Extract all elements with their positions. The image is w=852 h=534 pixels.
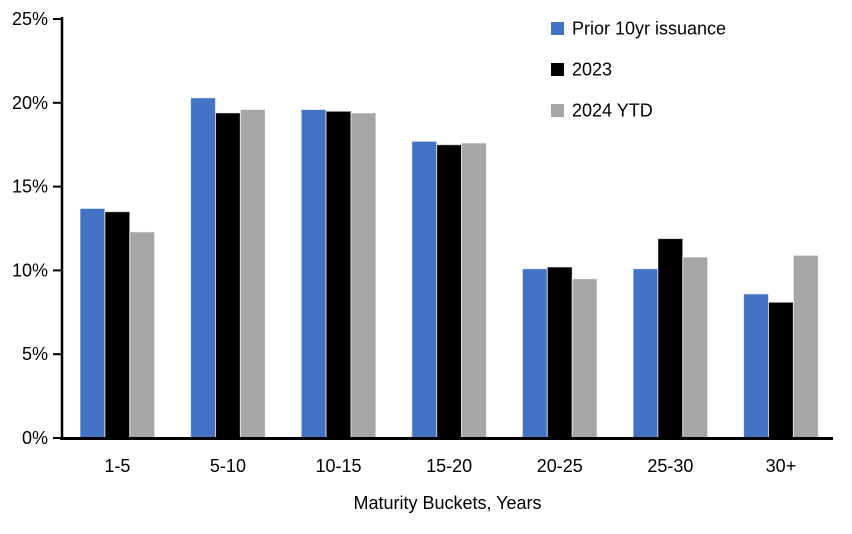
legend-swatch-2024-ytd [551,104,564,117]
bar-prior-10yr-issuance-5-10 [190,97,217,439]
legend-item-prior-10yr-issuance: Prior 10yr issuance [551,19,726,39]
bar-prior-10yr-issuance-25-30 [632,268,659,439]
x-axis-category-label: 30+ [766,456,797,476]
bar-prior-10yr-issuance-10-15 [300,109,327,439]
bar-2023-25-30 [657,238,684,439]
bar-2023-20-25 [546,266,573,439]
y-axis-tick-label: 0% [22,428,48,448]
bar-2023-30 [768,301,794,439]
y-axis-tick-label: 5% [22,344,48,364]
legend-label-prior-10yr-issuance: Prior 10yr issuance [572,19,726,39]
x-axis-category-label: 20-25 [537,456,583,476]
x-axis-title: Maturity Buckets, Years [353,493,541,513]
x-axis-category-label: 1-5 [104,456,130,476]
y-axis-tick-label: 15% [12,177,48,197]
legend-item-2023: 2023 [551,60,612,80]
bar-2024-ytd-25-30 [682,256,709,439]
bar-2024-ytd-30 [792,254,819,439]
legend-label-2023: 2023 [572,60,612,80]
bar-2023-5-10 [215,112,241,439]
legend-item-2024-ytd: 2024 YTD [551,101,653,121]
x-axis-category-label: 25-30 [647,456,693,476]
bar-prior-10yr-issuance-1-5 [79,207,106,439]
x-axis-category-label: 5-10 [210,456,246,476]
legend-swatch-prior-10yr-issuance [551,22,564,35]
bar-2023-15-20 [436,144,463,439]
bar-2024-ytd-20-25 [571,278,598,439]
bar-2024-ytd-1-5 [129,231,156,439]
y-axis-tick-label: 25% [12,9,48,29]
legend-label-2024-ytd: 2024 YTD [572,101,653,121]
x-axis-category-label: 15-20 [426,456,472,476]
y-axis-tick-label: 20% [12,93,48,113]
bar-2023-10-15 [325,110,352,439]
x-axis-category-label: 10-15 [316,456,362,476]
bar-2024-ytd-15-20 [461,142,488,439]
bar-prior-10yr-issuance-15-20 [411,140,438,439]
bar-prior-10yr-issuance-30 [743,293,769,439]
bar-2023-1-5 [104,211,131,439]
bar-2024-ytd-5-10 [239,109,266,439]
y-axis-tick-label: 10% [12,260,48,280]
legend-swatch-2023 [551,63,564,76]
bar-2024-ytd-10-15 [350,112,377,439]
bar-prior-10yr-issuance-20-25 [521,268,548,439]
